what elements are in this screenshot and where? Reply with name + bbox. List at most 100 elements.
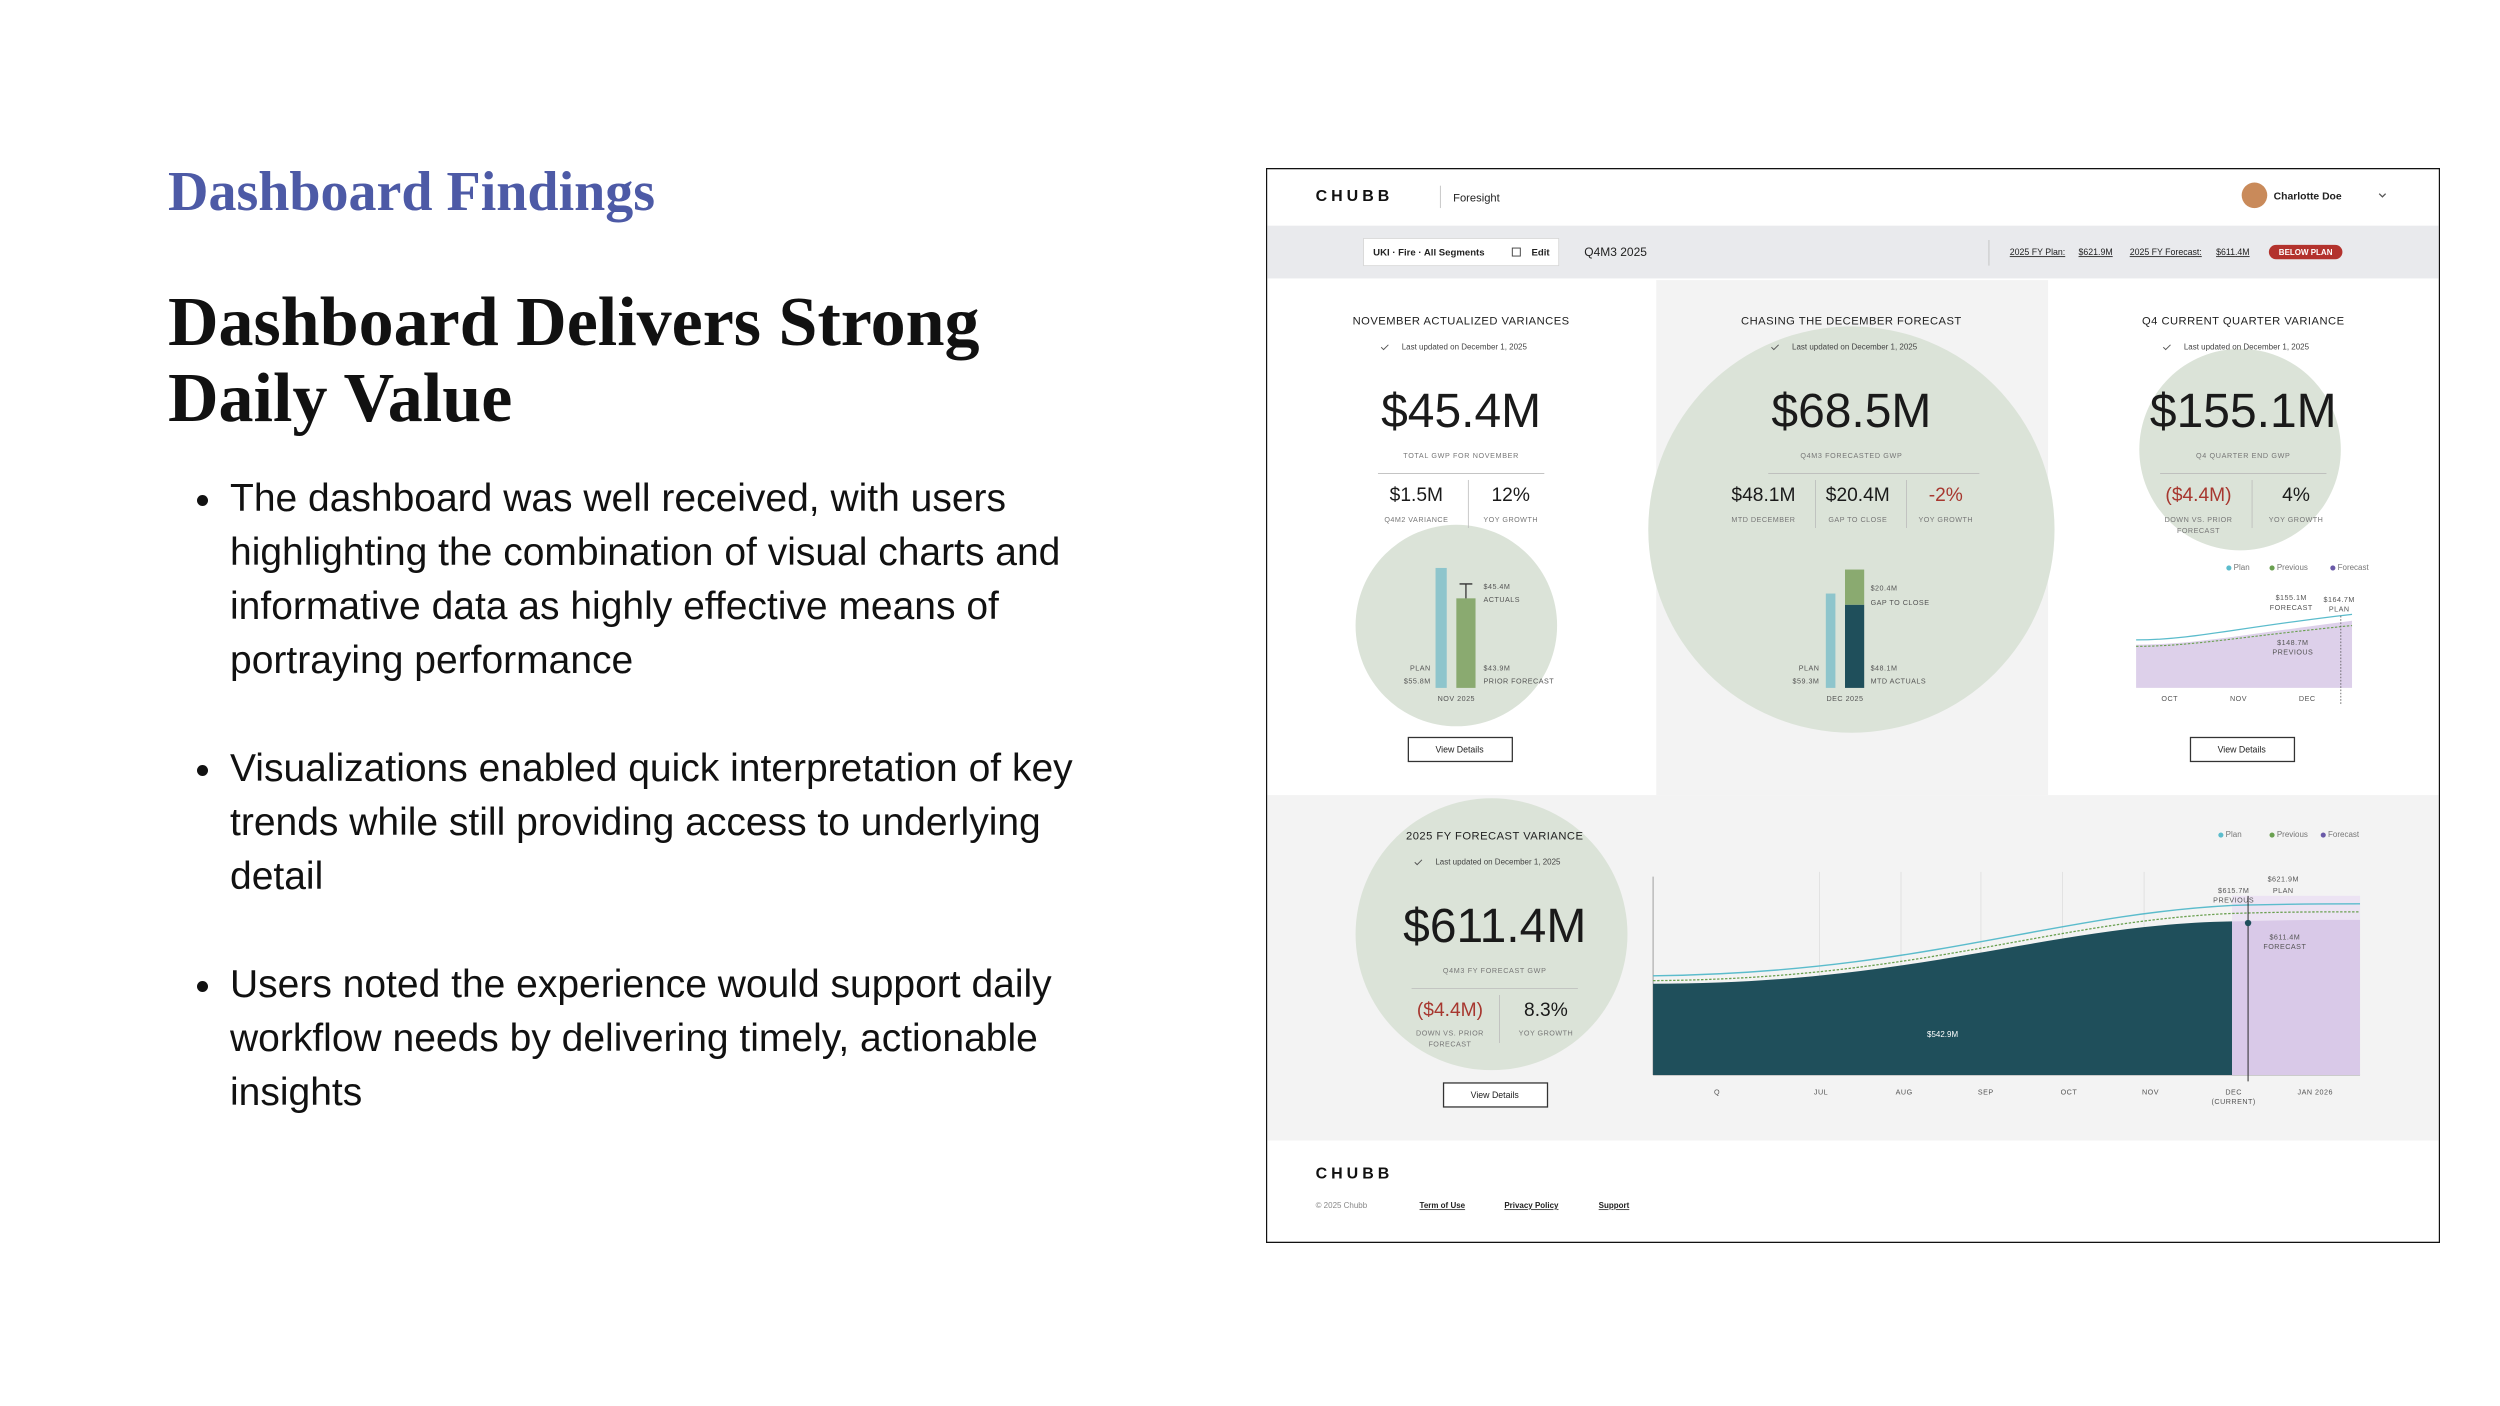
metric-value: $1.5M (1390, 485, 1443, 506)
label: 2025 FY Forecast: (2130, 247, 2202, 257)
label: PREVIOUS (2272, 648, 2313, 657)
button[interactable] (2189, 736, 2296, 763)
label: GAP TO CLOSE (1871, 598, 1930, 607)
bar (1825, 593, 1836, 688)
legend-dot (2226, 565, 2232, 571)
footer-link[interactable]: Support (1599, 1201, 1630, 1210)
x-tick-label: AUG (1896, 1087, 1913, 1096)
kpi-label: Q4 QUARTER END GWP (2196, 451, 2290, 460)
button-text[interactable]: View Details (1471, 1090, 1520, 1100)
logo: CHUBB (1316, 1165, 1394, 1182)
label: $621.9M (2268, 875, 2299, 884)
product-name: Foresight (1453, 192, 1501, 204)
bar (1435, 567, 1447, 688)
card-title: CHASING THE DECEMBER FORECAST (1741, 316, 1962, 328)
label: $43.9M (1484, 664, 1511, 673)
label: MTD ACTUALS (1871, 676, 1927, 685)
label: $59.3M (1793, 676, 1820, 685)
label: PLAN (1799, 664, 1820, 673)
x-tick-label: NOV (2142, 1087, 2159, 1096)
kpi-value: $611.4M (1403, 900, 1586, 953)
label: DEC 2025 (1826, 694, 1863, 703)
logo: CHUBB (1316, 188, 1394, 205)
label: PREVIOUS (2213, 896, 2254, 905)
button[interactable] (1442, 1082, 1549, 1108)
metric-label: YOY GROWTH (1918, 515, 1973, 524)
kpi-label: TOTAL GWP FOR NOVEMBER (1403, 451, 1519, 460)
button-text[interactable]: View Details (1435, 745, 1484, 755)
bullet: Visualizations enabled quick interpretat… (226, 742, 1126, 904)
label: NOV (2230, 694, 2247, 703)
legend-dot (2218, 832, 2224, 838)
metric-label: DOWN VS. PRIOR (2165, 515, 2233, 524)
x-tick-label: DEC (2225, 1087, 2242, 1096)
metric-label: Q4M2 VARIANCE (1384, 515, 1448, 524)
x-tick-label: Q (1714, 1087, 1720, 1096)
card-circle (1355, 798, 1628, 1071)
legend-dot (2320, 832, 2326, 838)
footer-link[interactable]: Privacy Policy (1504, 1201, 1559, 1210)
legend-label: Plan (2234, 563, 2250, 572)
line (2136, 613, 2353, 641)
label: $615.7M (2218, 886, 2249, 895)
avatar[interactable] (2241, 182, 2268, 209)
label: $148.7M (2277, 638, 2308, 647)
metric-label: MTD DECEMBER (1731, 515, 1795, 524)
label: PRIOR FORECAST (1484, 676, 1555, 685)
button-text[interactable]: View Details (2218, 745, 2267, 755)
area (1653, 921, 2233, 1075)
label: $45.4M (1484, 582, 1511, 591)
x-tick-label: SEP (1978, 1087, 1994, 1096)
label: FORECAST (2270, 603, 2313, 612)
metric-value: ($4.4M) (2165, 485, 2231, 506)
area-label: $542.9M (1927, 1030, 1958, 1039)
metric-value: -2% (1929, 485, 1963, 506)
metric-label: YOY GROWTH (2269, 515, 2324, 524)
legend-label: Forecast (2338, 563, 2370, 572)
button[interactable] (1407, 736, 1513, 763)
filter-text: UKI · Fire · All Segments (1373, 247, 1484, 258)
updated: Last updated on December 1, 2025 (1435, 857, 1561, 866)
frame (1266, 168, 2440, 1243)
x-tick-label: JUL (1814, 1087, 1828, 1096)
label: $611.4M (2269, 932, 2300, 941)
label: DEC (2299, 694, 2316, 703)
kpi-value: $68.5M (1771, 385, 1931, 438)
label: 2025 FY Plan: (2010, 247, 2066, 257)
area (2136, 620, 2353, 688)
metric-value: $48.1M (1731, 485, 1795, 506)
check-icon (1380, 344, 1389, 351)
copyright: © 2025 Chubb (1316, 1201, 1368, 1210)
label: PLAN (1410, 664, 1431, 673)
legend-dot (2330, 565, 2336, 571)
eyebrow: Dashboard Findings (168, 161, 656, 223)
edit-icon[interactable] (1511, 247, 1521, 257)
legend-dot (2269, 832, 2275, 838)
metric-value: 12% (1492, 485, 1530, 506)
label: OCT (2161, 694, 2178, 703)
chevron[interactable] (2378, 193, 2387, 198)
filter-pill[interactable] (1363, 238, 1560, 267)
label: $621.9M (2079, 247, 2113, 257)
bullet: The dashboard was well received, with us… (226, 472, 1126, 688)
legend-label: Previous (2277, 563, 2308, 572)
dashboard-screenshot: CHUBB Foresight Charlotte Doe UKI · Fire · … (1266, 168, 2440, 1243)
kpi-value: $155.1M (2150, 385, 2337, 438)
edit-link[interactable]: Edit (1532, 247, 1551, 258)
user-name: Charlotte Doe (2274, 192, 2342, 203)
updated: Last updated on December 1, 2025 (1402, 342, 1528, 351)
metric-value: 8.3% (1524, 1000, 1568, 1021)
updated: Last updated on December 1, 2025 (1792, 342, 1918, 351)
x-tick-label: (CURRENT) (2212, 1097, 2256, 1106)
label: FORECAST (2263, 942, 2306, 951)
label: NOV 2025 (1438, 694, 1475, 703)
metric-label: YOY GROWTH (1519, 1028, 1574, 1037)
label: $155.1M (2276, 593, 2307, 602)
bar (1845, 604, 1865, 688)
kpi-value: $45.4M (1381, 385, 1541, 438)
label: $55.8M (1404, 676, 1431, 685)
footer-link[interactable]: Term of Use (1420, 1201, 1466, 1210)
metric-label: FORECAST (1428, 1039, 1471, 1048)
label: $48.1M (1871, 664, 1898, 673)
